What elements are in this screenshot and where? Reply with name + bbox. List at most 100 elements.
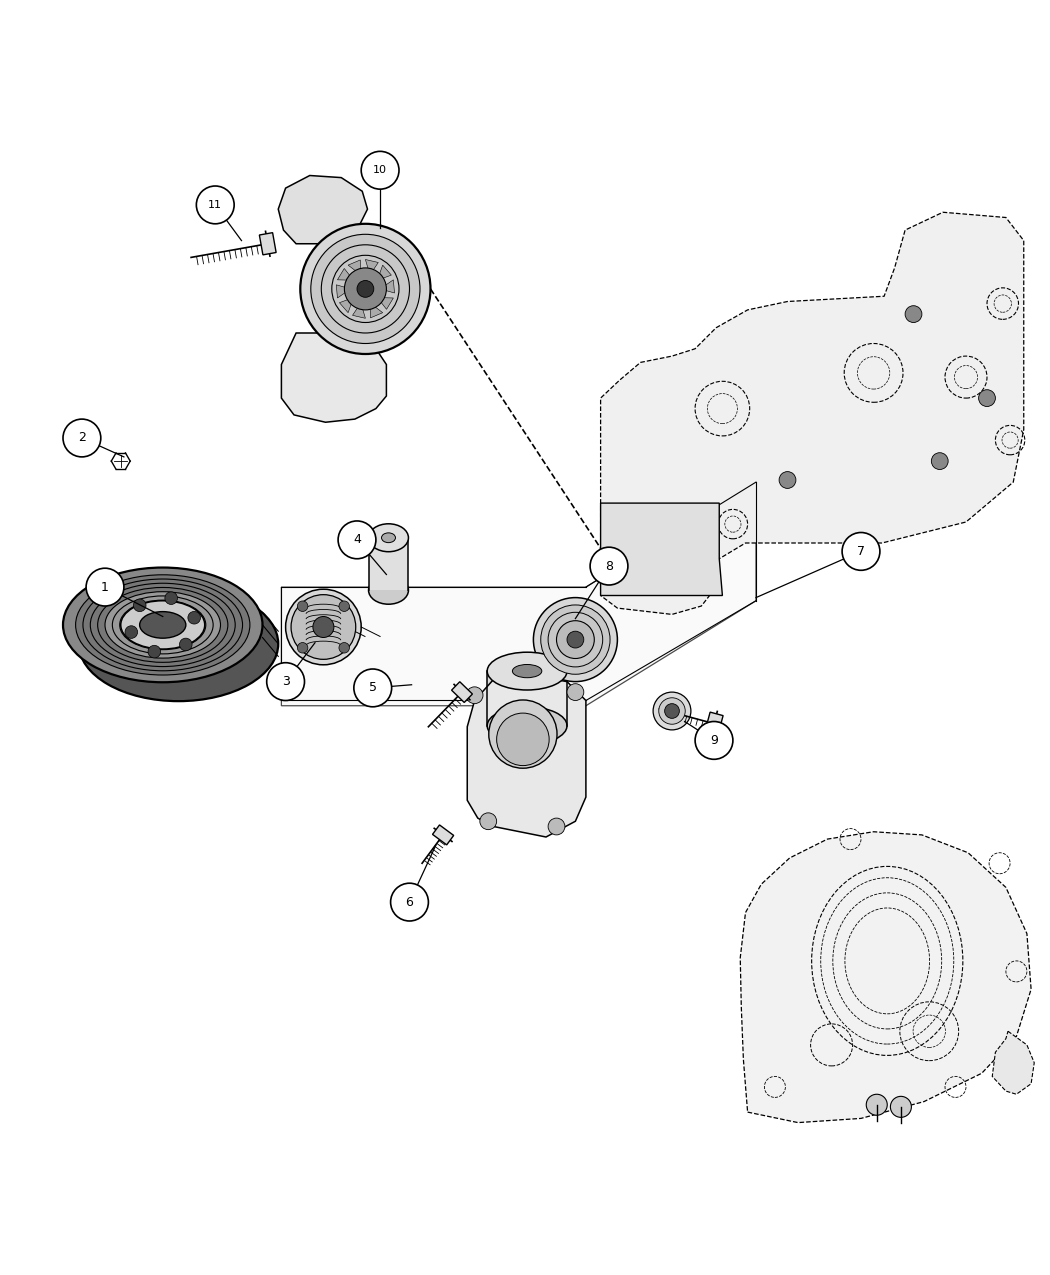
Bar	[369, 538, 408, 590]
Polygon shape	[353, 303, 365, 319]
Circle shape	[567, 683, 584, 700]
Circle shape	[339, 643, 350, 653]
Circle shape	[590, 547, 628, 585]
Polygon shape	[281, 333, 386, 422]
Polygon shape	[337, 269, 354, 280]
Circle shape	[188, 612, 201, 623]
Ellipse shape	[369, 524, 408, 552]
Polygon shape	[992, 1031, 1034, 1094]
Circle shape	[297, 601, 308, 612]
Ellipse shape	[76, 575, 250, 674]
Ellipse shape	[90, 583, 235, 667]
Circle shape	[357, 280, 374, 297]
Circle shape	[125, 626, 138, 639]
Polygon shape	[740, 831, 1031, 1122]
Polygon shape	[370, 303, 382, 317]
Ellipse shape	[487, 653, 567, 690]
Text: 5: 5	[369, 681, 377, 695]
Circle shape	[180, 639, 192, 650]
Bar	[487, 671, 567, 725]
Circle shape	[665, 704, 679, 718]
Circle shape	[321, 245, 410, 333]
Circle shape	[165, 592, 177, 604]
Ellipse shape	[487, 706, 567, 745]
Circle shape	[332, 255, 399, 323]
Ellipse shape	[105, 592, 220, 658]
Circle shape	[133, 599, 146, 612]
Circle shape	[931, 453, 948, 469]
Text: 3: 3	[281, 674, 290, 688]
Ellipse shape	[98, 588, 228, 662]
Text: 11: 11	[208, 200, 223, 210]
Circle shape	[339, 601, 350, 612]
Text: 1: 1	[101, 580, 109, 594]
Polygon shape	[601, 212, 1024, 615]
Ellipse shape	[83, 579, 243, 671]
Circle shape	[905, 306, 922, 323]
Circle shape	[480, 813, 497, 830]
Circle shape	[695, 722, 733, 760]
Circle shape	[267, 663, 304, 700]
Polygon shape	[452, 682, 472, 703]
Circle shape	[297, 643, 308, 653]
Polygon shape	[336, 284, 351, 298]
Circle shape	[653, 692, 691, 729]
Circle shape	[548, 612, 603, 667]
Ellipse shape	[488, 700, 556, 769]
Text: 7: 7	[857, 544, 865, 558]
Circle shape	[344, 268, 386, 310]
Circle shape	[779, 472, 796, 488]
Ellipse shape	[512, 664, 542, 678]
Ellipse shape	[381, 533, 396, 543]
Polygon shape	[705, 713, 723, 736]
Circle shape	[63, 419, 101, 456]
Circle shape	[361, 152, 399, 189]
Text: 4: 4	[353, 533, 361, 547]
Circle shape	[313, 617, 334, 638]
Ellipse shape	[120, 601, 206, 650]
Text: 6: 6	[405, 895, 414, 909]
Polygon shape	[349, 260, 361, 275]
Ellipse shape	[497, 713, 549, 765]
Circle shape	[391, 884, 428, 921]
Ellipse shape	[369, 576, 408, 604]
Circle shape	[291, 594, 356, 659]
Polygon shape	[601, 504, 722, 595]
Circle shape	[866, 1094, 887, 1116]
Polygon shape	[377, 265, 392, 280]
Text: 10: 10	[373, 166, 387, 175]
Polygon shape	[339, 297, 354, 312]
Text: 2: 2	[78, 431, 86, 445]
Circle shape	[148, 645, 161, 658]
Ellipse shape	[79, 586, 278, 701]
Circle shape	[842, 533, 880, 570]
Circle shape	[658, 697, 686, 724]
Circle shape	[556, 621, 594, 658]
Polygon shape	[365, 260, 378, 275]
Polygon shape	[281, 479, 756, 706]
Ellipse shape	[63, 567, 262, 682]
Text: 9: 9	[710, 734, 718, 747]
Circle shape	[286, 589, 361, 664]
Circle shape	[979, 390, 995, 407]
Ellipse shape	[140, 612, 186, 639]
Polygon shape	[377, 297, 394, 310]
Circle shape	[86, 569, 124, 606]
Polygon shape	[278, 176, 367, 244]
Polygon shape	[380, 279, 395, 293]
Polygon shape	[467, 674, 586, 836]
Polygon shape	[433, 825, 454, 845]
Circle shape	[466, 687, 483, 704]
Ellipse shape	[112, 595, 213, 654]
Circle shape	[300, 224, 430, 354]
Circle shape	[541, 604, 610, 674]
Polygon shape	[259, 232, 276, 255]
Circle shape	[548, 819, 565, 835]
Circle shape	[533, 598, 617, 682]
Circle shape	[338, 521, 376, 558]
Text: 8: 8	[605, 560, 613, 572]
Circle shape	[196, 186, 234, 224]
Ellipse shape	[121, 601, 205, 649]
Circle shape	[354, 669, 392, 706]
Circle shape	[890, 1096, 911, 1117]
